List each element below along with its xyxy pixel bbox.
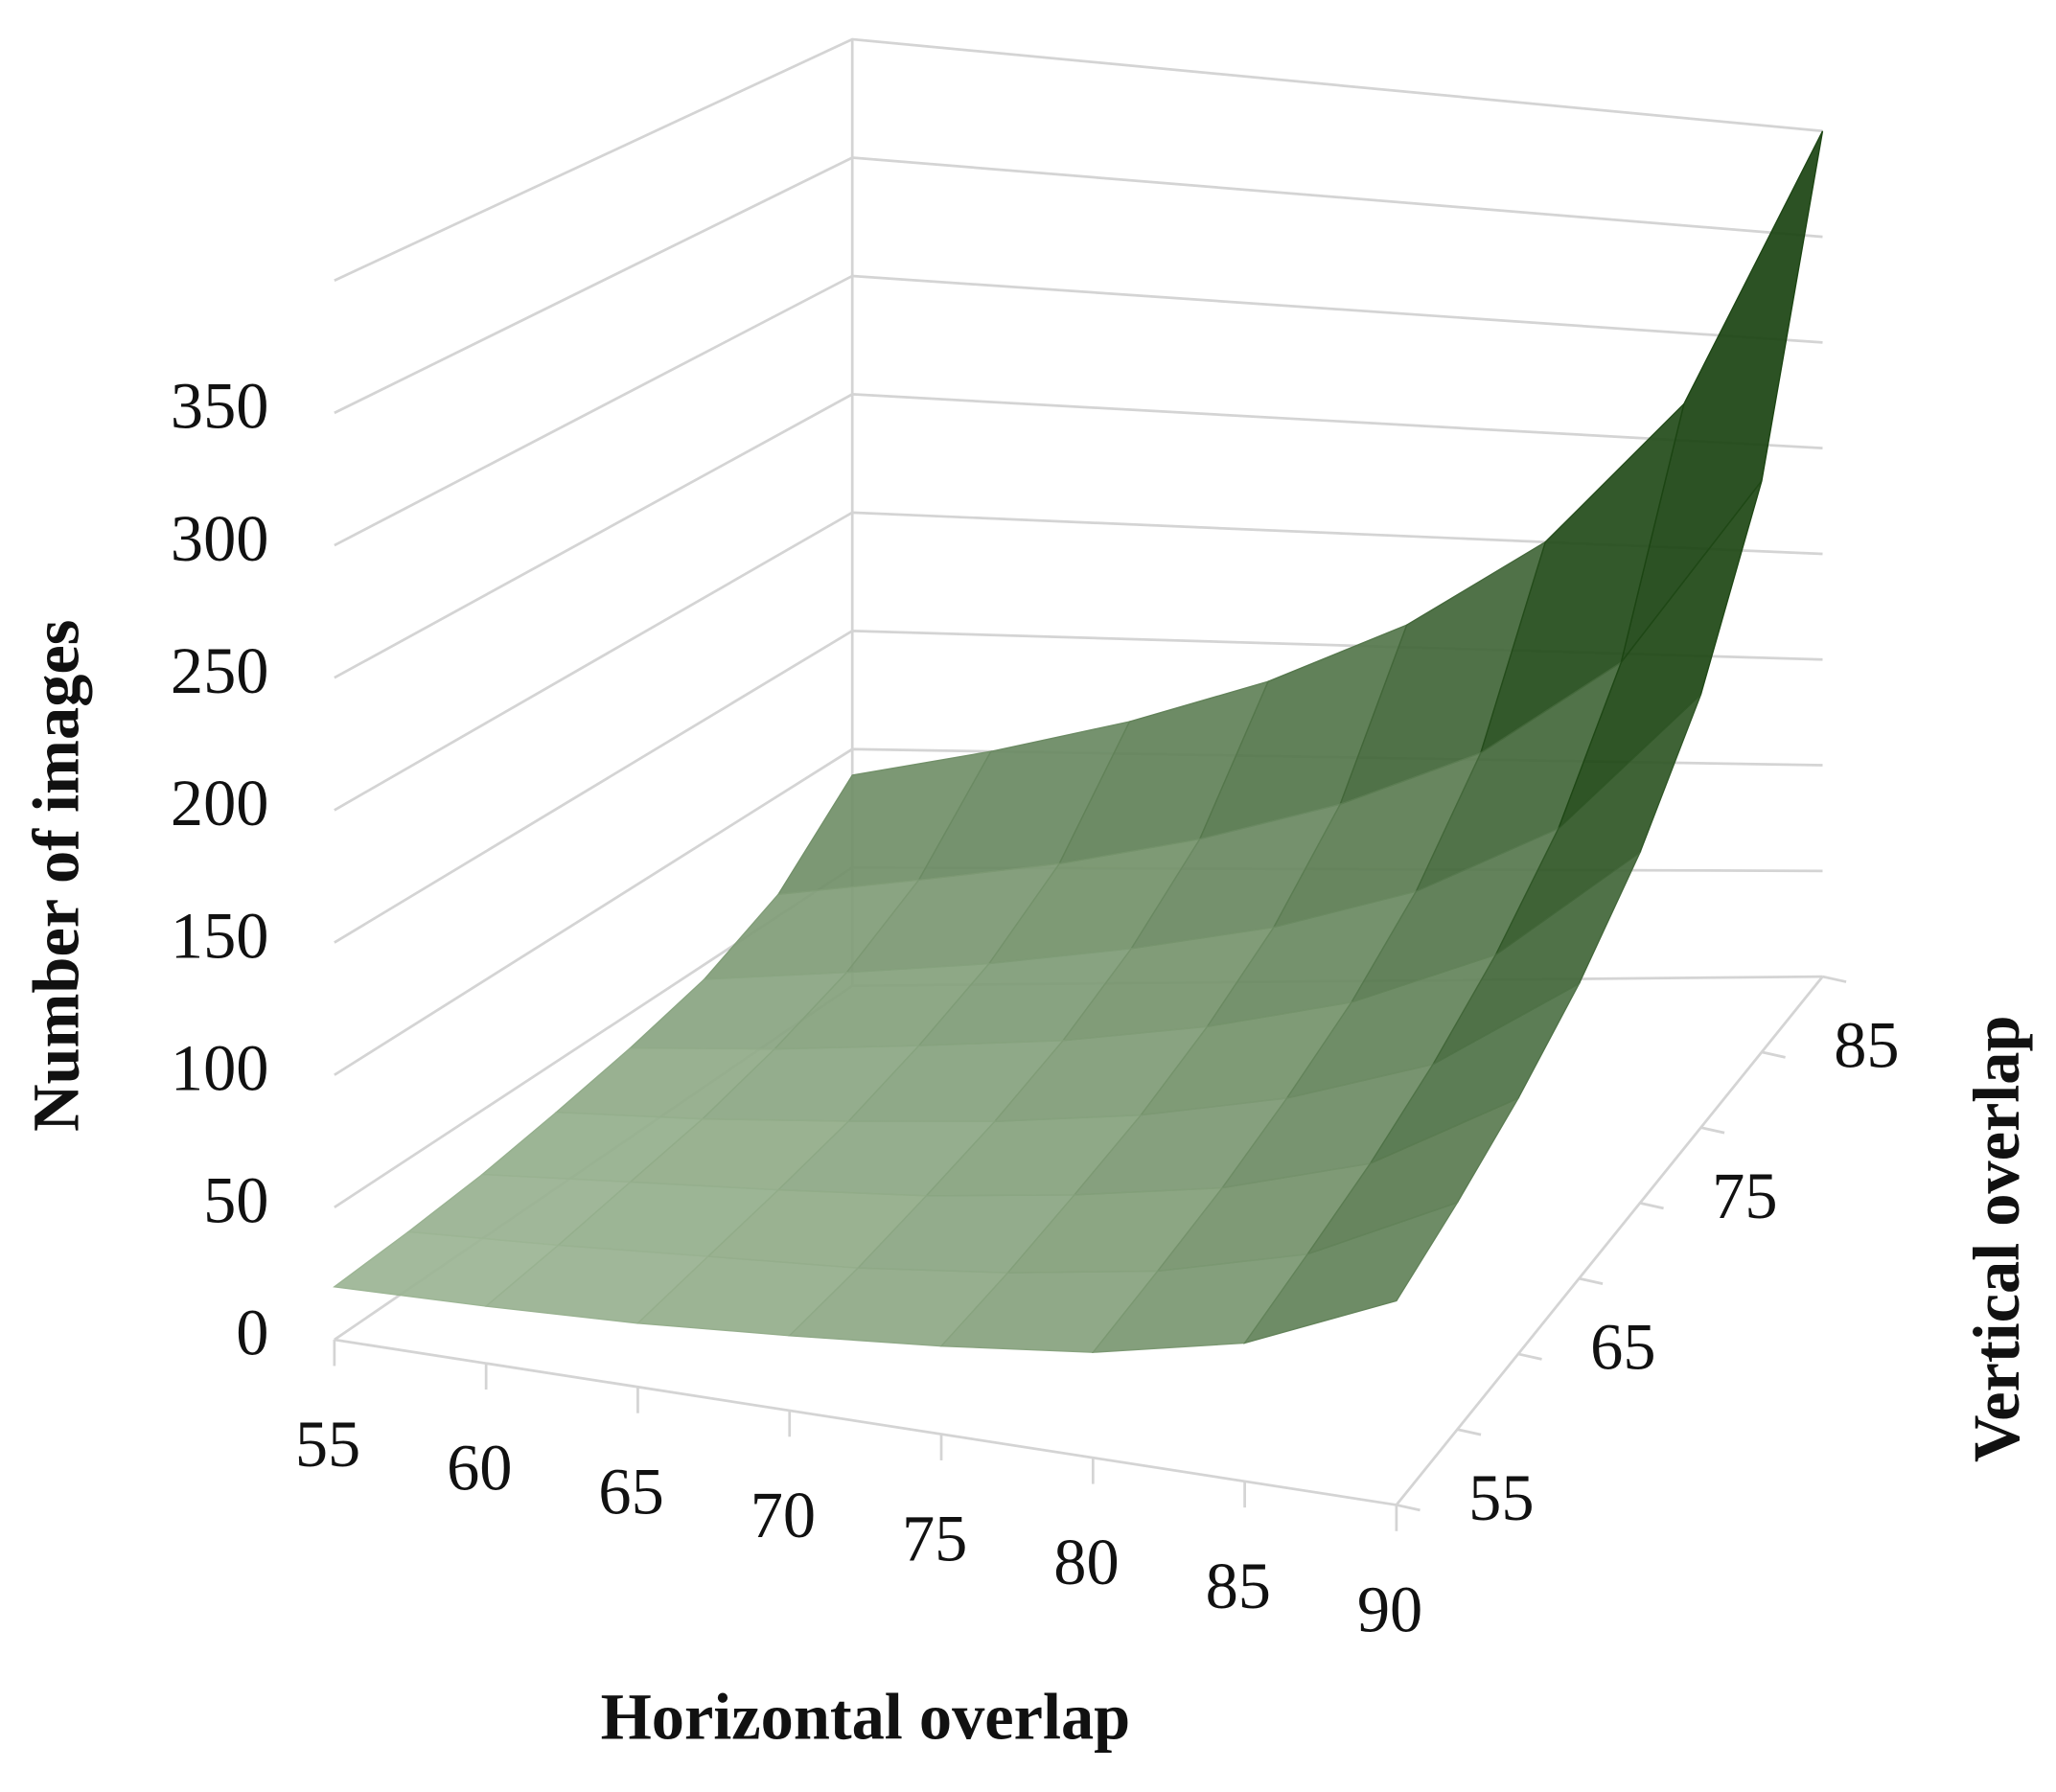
- x-tick-label: 80: [1053, 1526, 1119, 1598]
- y-tick-label: 50: [203, 1164, 268, 1237]
- depth-axis-line: [1395, 976, 1824, 1506]
- depth-tick: [1700, 1126, 1725, 1135]
- depth-tick: [1396, 1504, 1421, 1512]
- x-tick-label: 75: [902, 1503, 967, 1575]
- depth-tick: [1457, 1428, 1482, 1436]
- surface: [333, 130, 1824, 1353]
- y-tick-label: 350: [171, 370, 269, 443]
- depth-tick: [1517, 1352, 1542, 1361]
- depth-tick-label: 65: [1590, 1311, 1655, 1384]
- depth-tick-label: 75: [1712, 1160, 1777, 1232]
- depth-tick: [1579, 1276, 1604, 1285]
- grid-line: [334, 156, 1823, 415]
- x-axis-line: [334, 1338, 1398, 1506]
- x-tick-label: 60: [447, 1432, 512, 1505]
- x-tick-label: 90: [1357, 1573, 1422, 1645]
- depth-tick: [1822, 975, 1847, 983]
- y-tick-label: 100: [171, 1031, 269, 1104]
- depth-tick-label: 55: [1468, 1461, 1534, 1534]
- y-axis-title: Number of images: [19, 620, 92, 1132]
- y-tick-label: 150: [171, 899, 269, 972]
- depth-tick: [1639, 1202, 1664, 1210]
- x-tick-label: 70: [751, 1479, 816, 1551]
- depth-tick-label: 85: [1834, 1009, 1899, 1082]
- depth-axis-title: Vertical overlap: [1960, 1015, 2033, 1461]
- axes: 0 50 100 150 200 250 300 350 55 60 65 70 75 80 85 90 55 6…: [171, 370, 1900, 1646]
- wall-top: [334, 37, 1823, 282]
- y-tick-label: 250: [171, 634, 269, 707]
- x-tick-label: 65: [598, 1455, 663, 1528]
- y-tick-label: 0: [236, 1297, 268, 1369]
- x-axis-title: Horizontal overlap: [601, 1681, 1131, 1754]
- x-tick-label: 85: [1206, 1550, 1271, 1622]
- y-tick-label: 300: [171, 502, 269, 575]
- depth-tick: [1761, 1050, 1786, 1059]
- surface-cell: [1242, 1201, 1460, 1344]
- y-tick-label: 200: [171, 767, 269, 839]
- grid: [334, 37, 1823, 1342]
- x-tick-label: 55: [295, 1408, 360, 1481]
